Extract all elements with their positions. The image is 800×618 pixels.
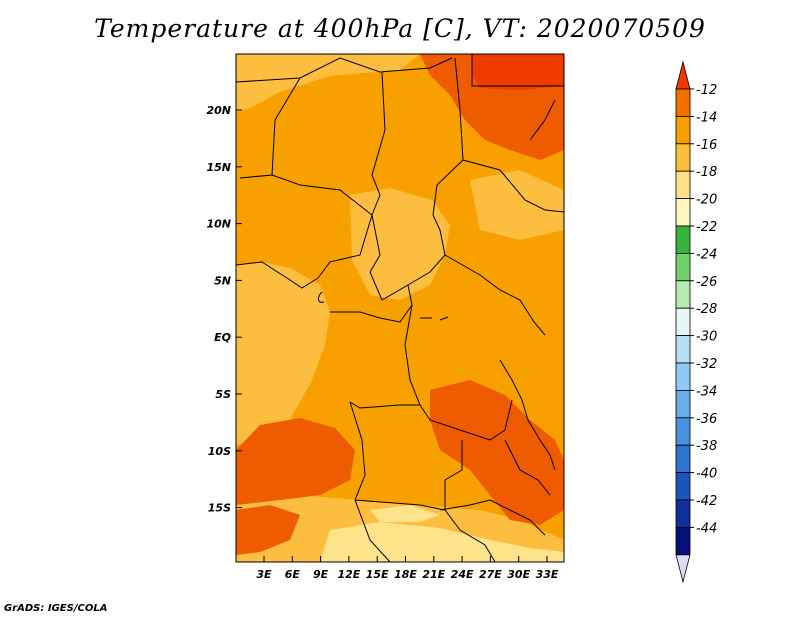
- colorbar-label: -12: [696, 83, 717, 98]
- colorbar-top-arrow: [675, 60, 691, 90]
- field-hottest-northeast: [472, 54, 564, 90]
- colorbar-bottom-arrow: [675, 554, 691, 584]
- lon-label: 12E: [337, 568, 360, 581]
- colorbar-segment: [675, 389, 691, 419]
- colorbar-segment: [675, 116, 691, 145]
- field-warm-southeast: [430, 380, 564, 525]
- lat-label: 10N: [206, 218, 231, 231]
- colorbar-label: -38: [696, 439, 717, 454]
- colorbar-label: -20: [696, 193, 717, 208]
- colorbar-segment: [675, 527, 691, 556]
- colorbar-segment: [675, 198, 691, 227]
- lat-label: EQ: [214, 331, 231, 344]
- colorbar-segment: [675, 444, 691, 474]
- colorbar-segment: [675, 362, 691, 391]
- lon-label: 6E: [285, 568, 301, 581]
- field-warm-far-southwest: [236, 505, 300, 555]
- latitude-axis: 20N 15N 10N 5N EQ 5S 10S 15S: [206, 104, 242, 515]
- lat-label: 15S: [208, 502, 231, 515]
- colorbar-label: -18: [696, 165, 717, 180]
- colorbar-label: -30: [696, 330, 717, 345]
- country-borders: [236, 54, 564, 562]
- field-lightest-patch: [370, 505, 440, 522]
- colorbar-segment: [675, 225, 691, 254]
- colorbar-label: -32: [696, 357, 717, 372]
- colorbar-label: -36: [696, 412, 717, 427]
- colorbar-label: -34: [696, 384, 717, 399]
- lon-label: 9E: [313, 568, 329, 581]
- colorbar-label: -26: [696, 275, 717, 290]
- colorbar-segment: [675, 417, 691, 446]
- longitude-axis: 3E 6E 9E 12E 15E 18E 21E 24E 27E 30E 33E: [256, 556, 559, 581]
- lat-label: 10S: [208, 445, 231, 458]
- colorbar-segment: [675, 170, 691, 199]
- field-lighter-west: [236, 262, 330, 445]
- lat-label: 20N: [206, 104, 231, 117]
- colorbar-label: -42: [696, 494, 717, 509]
- lat-label: 15N: [206, 161, 231, 174]
- lon-label: 30E: [507, 568, 530, 581]
- colorbar-segment: [675, 280, 691, 309]
- lon-label: 3E: [256, 568, 272, 581]
- lat-label: 5N: [214, 274, 231, 287]
- lon-label: 24E: [451, 568, 474, 581]
- grads-credit: GrADS: IGES/COLA: [4, 603, 108, 614]
- field-lighter-east: [470, 170, 564, 240]
- colorbar-label: -44: [696, 521, 717, 536]
- colorbar-label: -24: [696, 247, 717, 262]
- colorbar-segment: [675, 472, 691, 501]
- lon-label: 18E: [394, 568, 417, 581]
- colorbar-label: -40: [696, 467, 717, 482]
- lat-label: 5S: [215, 388, 231, 401]
- colorbar-label: -16: [696, 138, 717, 153]
- field-lighter-central: [350, 188, 450, 300]
- colorbar-segment: [675, 499, 691, 528]
- colorbar-label: -28: [696, 302, 717, 317]
- colorbar-segment: [675, 88, 691, 117]
- lon-label: 33E: [536, 568, 559, 581]
- colorbar-label: -22: [696, 220, 717, 235]
- lon-label: 27E: [479, 568, 502, 581]
- colorbar-segment: [675, 335, 691, 364]
- lon-label: 21E: [422, 568, 445, 581]
- colorbar: -12 -14 -16 -18 -20 -22 -24 -26 -28 -30 -32 -34 -36 -…: [675, 60, 717, 584]
- field-lighter-north: [236, 54, 420, 112]
- colorbar-segment: [675, 307, 691, 337]
- map-frame: [235, 53, 565, 563]
- chart-title: Temperature at 400hPa [C], VT: 202007050…: [94, 14, 706, 43]
- lon-label: 15E: [366, 568, 389, 581]
- temperature-field: [236, 54, 564, 562]
- colorbar-segment: [675, 252, 691, 282]
- field-warm-southwest: [236, 418, 355, 505]
- colorbar-segment: [675, 143, 691, 172]
- colorbar-label: -14: [696, 110, 717, 125]
